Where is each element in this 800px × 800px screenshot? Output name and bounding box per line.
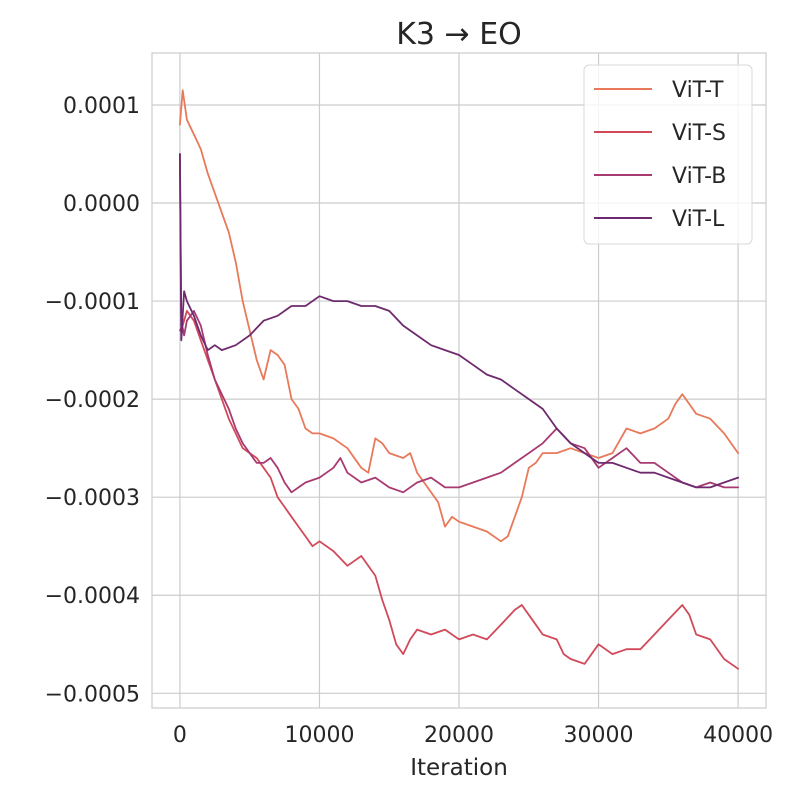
y-tick-label: −0.0003	[45, 486, 140, 511]
x-tick-label: 0	[173, 723, 187, 748]
x-tick-label: 40000	[703, 723, 773, 748]
y-tick-label: −0.0002	[45, 388, 140, 413]
legend: ViT-T ViT-S ViT-B ViT-L	[583, 64, 753, 245]
series-line-vit-b	[178, 153, 739, 494]
series-layer	[178, 89, 739, 670]
y-tick-label: −0.0004	[45, 584, 140, 609]
y-tick-labels: 0.0001 0.0000 −0.0001 −0.0002 −0.0003 −0.0004…	[45, 94, 140, 707]
series-line-vit-s	[178, 309, 739, 670]
legend-label-vit-t: ViT-T	[672, 78, 724, 103]
legend-label-vit-l: ViT-L	[672, 207, 725, 232]
x-tick-label: 30000	[564, 723, 634, 748]
plot-frame	[151, 52, 767, 709]
legend-label-vit-b: ViT-B	[672, 164, 726, 189]
y-tick-label: −0.0001	[45, 290, 140, 315]
legend-label-vit-s: ViT-S	[672, 121, 726, 146]
series-line-vit-t	[178, 89, 739, 543]
y-tick-label: −0.0005	[45, 682, 140, 707]
x-tick-label: 20000	[424, 723, 494, 748]
chart-title: K3 → EO	[396, 17, 522, 52]
series-line-vit-l	[178, 153, 739, 489]
legend-box	[583, 64, 753, 245]
x-tick-label: 10000	[284, 723, 354, 748]
y-tick-label: 0.0001	[63, 94, 140, 119]
x-axis-title: Iteration	[410, 755, 508, 781]
y-tick-label: 0.0000	[63, 192, 140, 217]
x-tick-labels: 0 10000 20000 30000 40000	[173, 723, 773, 748]
